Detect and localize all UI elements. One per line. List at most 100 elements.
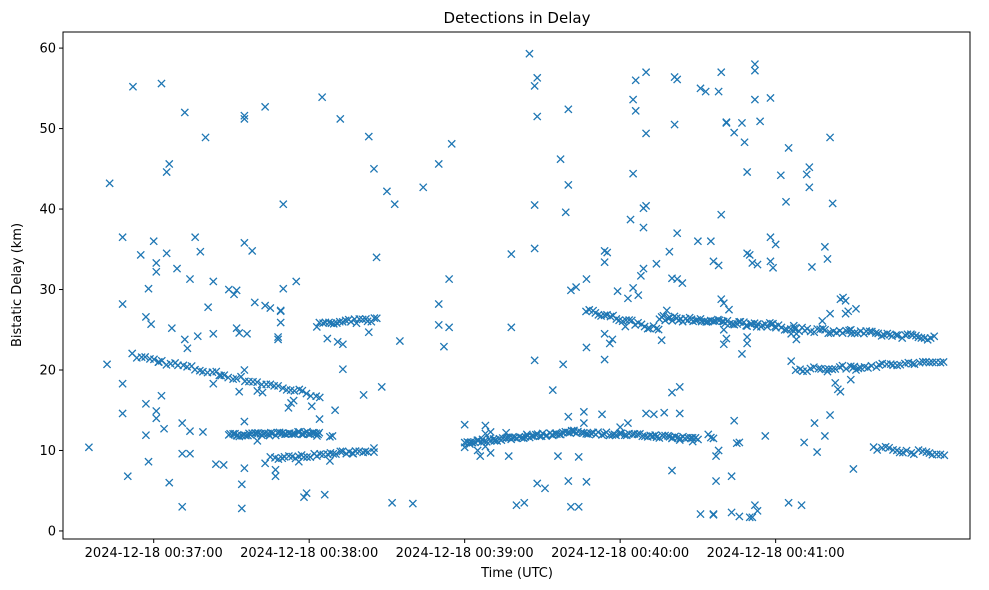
data-point bbox=[577, 428, 586, 437]
data-point bbox=[603, 248, 612, 257]
data-point bbox=[520, 498, 529, 507]
data-point bbox=[533, 73, 542, 82]
data-point bbox=[553, 452, 563, 461]
data-point bbox=[219, 460, 228, 470]
data-point bbox=[659, 311, 668, 320]
data-point bbox=[307, 402, 316, 411]
data-point bbox=[363, 448, 373, 457]
data-point bbox=[566, 502, 575, 511]
data-point bbox=[673, 275, 682, 284]
data-point bbox=[711, 476, 721, 486]
data-point bbox=[582, 477, 591, 486]
data-point bbox=[434, 320, 443, 329]
data-point bbox=[928, 358, 937, 367]
data-point bbox=[748, 513, 757, 522]
data-point bbox=[276, 306, 285, 315]
data-point bbox=[673, 75, 682, 84]
data-point bbox=[561, 208, 570, 217]
data-point bbox=[352, 319, 361, 328]
data-point bbox=[162, 249, 171, 258]
x-tick-label: 2024-12-18 00:41:00 bbox=[707, 546, 845, 561]
data-point bbox=[753, 260, 762, 269]
data-point bbox=[530, 244, 539, 253]
data-point bbox=[302, 452, 312, 462]
data-point bbox=[730, 416, 739, 425]
data-point bbox=[885, 443, 894, 452]
data-point bbox=[625, 315, 634, 325]
y-tick-label: 10 bbox=[39, 444, 56, 459]
data-point bbox=[271, 465, 280, 474]
data-point bbox=[826, 133, 835, 142]
data-point bbox=[445, 275, 454, 284]
data-point bbox=[925, 358, 934, 367]
data-point bbox=[642, 201, 651, 210]
data-point bbox=[936, 358, 945, 367]
data-point bbox=[382, 187, 391, 196]
data-point bbox=[388, 498, 397, 507]
data-point bbox=[180, 108, 189, 117]
data-point bbox=[193, 332, 202, 341]
data-point bbox=[559, 360, 568, 369]
data-point bbox=[338, 365, 347, 374]
data-point bbox=[302, 489, 311, 498]
data-point bbox=[323, 334, 332, 343]
data-point bbox=[730, 320, 739, 329]
data-point bbox=[564, 105, 573, 114]
data-point bbox=[667, 388, 677, 397]
data-point bbox=[185, 275, 195, 284]
data-point bbox=[660, 408, 669, 417]
data-point bbox=[797, 501, 806, 510]
data-point bbox=[917, 333, 926, 343]
y-axis-label: Bistatic Delay (km) bbox=[10, 223, 25, 347]
data-point bbox=[642, 409, 651, 418]
data-point bbox=[209, 379, 218, 388]
data-point bbox=[667, 434, 677, 443]
data-point bbox=[261, 102, 270, 111]
data-point bbox=[284, 452, 293, 461]
data-point bbox=[939, 357, 948, 367]
x-tick-label: 2024-12-18 00:40:00 bbox=[551, 546, 689, 561]
data-point bbox=[447, 139, 456, 148]
data-point bbox=[805, 163, 814, 172]
data-point bbox=[196, 247, 205, 256]
data-point bbox=[229, 290, 239, 299]
x-axis-label: Time (UTC) bbox=[480, 566, 553, 581]
data-point bbox=[211, 460, 220, 469]
data-point bbox=[750, 60, 759, 69]
y-tick-label: 0 bbox=[48, 524, 56, 539]
data-point bbox=[626, 215, 635, 224]
data-point bbox=[631, 106, 640, 115]
data-point bbox=[178, 419, 187, 428]
data-point bbox=[824, 329, 833, 338]
data-point bbox=[867, 361, 876, 370]
data-point bbox=[597, 430, 607, 439]
data-point bbox=[240, 238, 249, 247]
data-point bbox=[460, 420, 469, 429]
data-point bbox=[918, 357, 927, 366]
data-point bbox=[745, 513, 754, 522]
data-point bbox=[667, 466, 677, 475]
data-point bbox=[540, 484, 550, 493]
data-point bbox=[657, 336, 666, 345]
data-point bbox=[629, 95, 638, 104]
data-point bbox=[735, 438, 744, 447]
data-point bbox=[548, 386, 557, 395]
x-axis: 2024-12-18 00:37:00 2024-12-18 00:38:00 20… bbox=[85, 539, 845, 561]
data-point bbox=[636, 271, 645, 280]
data-point bbox=[253, 386, 262, 395]
data-point bbox=[274, 335, 283, 344]
data-point bbox=[747, 319, 756, 329]
data-point bbox=[180, 335, 189, 344]
data-point bbox=[507, 250, 516, 259]
data-point bbox=[838, 328, 847, 338]
data-point bbox=[902, 446, 911, 455]
data-point bbox=[629, 283, 638, 292]
data-point bbox=[364, 132, 373, 141]
data-point bbox=[579, 419, 588, 428]
data-point bbox=[349, 449, 358, 458]
y-tick-label: 30 bbox=[39, 283, 56, 298]
data-point bbox=[730, 128, 739, 137]
data-point bbox=[784, 143, 793, 152]
data-point bbox=[701, 87, 710, 96]
data-point bbox=[776, 171, 785, 180]
